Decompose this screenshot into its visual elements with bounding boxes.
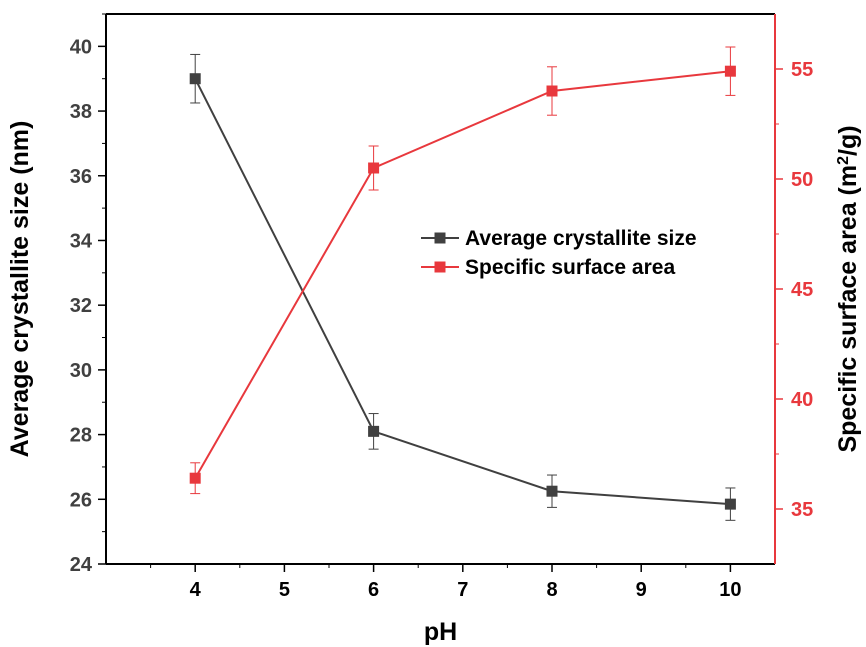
- y-axis-right-title-tail: /g): [834, 125, 862, 156]
- y-right-tick-label: 35: [791, 499, 813, 521]
- data-marker: [189, 472, 201, 484]
- x-tick-label: 6: [368, 579, 379, 601]
- x-tick-label: 10: [719, 579, 741, 601]
- data-marker: [724, 498, 736, 510]
- y-left-tick-label: 26: [70, 489, 92, 511]
- y-left-tick-label: 30: [70, 360, 92, 382]
- legend: Average crystallite size Specific surface…: [421, 227, 697, 279]
- x-tick-label: 8: [546, 579, 557, 601]
- x-tick-label: 4: [190, 579, 202, 601]
- y-left-tick-label: 34: [70, 230, 93, 252]
- y-left-tick-label: 32: [70, 295, 92, 317]
- x-tick-label: 5: [279, 579, 290, 601]
- data-marker: [189, 73, 201, 85]
- series-line-0: [194, 78, 731, 506]
- y-left-tick-label: 28: [70, 425, 92, 447]
- legend-marker-0: [434, 232, 446, 244]
- data-marker: [368, 162, 380, 174]
- data-marker: [724, 65, 736, 77]
- series-line-1: [194, 70, 731, 479]
- x-tick-label: 7: [457, 579, 468, 601]
- legend-label-1: Specific surface area: [465, 256, 675, 279]
- y-axis-right-title: Specific surface area (m2/g): [834, 125, 862, 452]
- series-layer: [189, 46, 736, 521]
- y-axis-left-title: Average crystallite size (nm): [6, 121, 34, 458]
- y-right-tick-label: 50: [791, 169, 813, 191]
- data-marker: [368, 425, 380, 437]
- data-marker: [546, 85, 558, 97]
- y-right-tick-label: 45: [791, 279, 813, 301]
- y-axis-right-title-sup: 2: [835, 156, 852, 165]
- data-marker: [546, 485, 558, 497]
- y-left-tick-label: 36: [70, 166, 92, 188]
- x-axis-title: pH: [424, 618, 457, 646]
- legend-marker-1: [434, 261, 446, 273]
- legend-label-0: Average crystallite size: [465, 227, 697, 250]
- y-axis-right-title-main: Specific surface area (m: [834, 165, 862, 453]
- y-left-tick-label: 40: [70, 36, 92, 58]
- y-left-tick-label: 38: [70, 101, 92, 123]
- y-left-tick-label: 24: [70, 554, 93, 576]
- y-right-tick-label: 40: [791, 389, 813, 411]
- x-tick-label: 9: [636, 579, 647, 601]
- y-right-tick-label: 55: [791, 59, 813, 81]
